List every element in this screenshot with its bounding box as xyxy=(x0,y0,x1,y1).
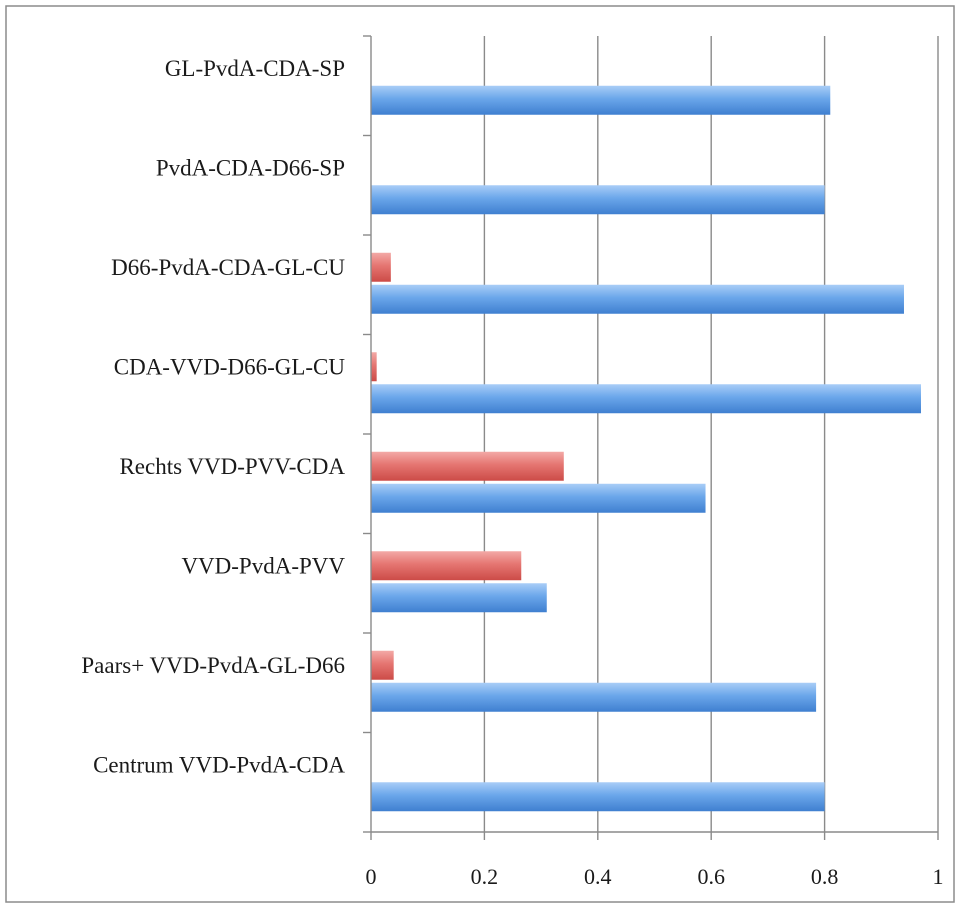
bar-series-1 xyxy=(371,583,547,613)
bars xyxy=(371,85,921,812)
labels: 0 0.2 0.4 0.6 0.8 1 Centrum VVD-PvdA-CDA Paars+… xyxy=(81,56,943,889)
bar-series-1 xyxy=(371,782,825,812)
bar-series-2 xyxy=(371,352,377,382)
bar-series-2 xyxy=(371,551,522,581)
x-tick-label: 0.4 xyxy=(584,864,612,889)
bar-series-1 xyxy=(371,185,825,215)
bar-series-2 xyxy=(371,252,391,282)
y-category-label: Rechts VVD-PVV-CDA xyxy=(119,454,345,479)
x-tick-label: 0.8 xyxy=(811,864,839,889)
bar-series-1 xyxy=(371,682,817,712)
x-tick-label: 0 xyxy=(366,864,377,889)
y-category-label: D66-PvdA-CDA-GL-CU xyxy=(111,255,345,280)
bar-series-1 xyxy=(371,85,831,115)
y-category-label: GL-PvdA-CDA-SP xyxy=(165,56,345,81)
y-category-label: CDA-VVD-D66-GL-CU xyxy=(114,354,346,379)
x-tick-label: 0.6 xyxy=(697,864,725,889)
y-category-label: PvdA-CDA-D66-SP xyxy=(156,155,345,180)
axes xyxy=(363,35,939,840)
y-category-label: VVD-PvdA-PVV xyxy=(181,553,345,578)
y-category-label: Centrum VVD-PvdA-CDA xyxy=(93,752,345,777)
y-category-label: Paars+ VVD-PvdA-GL-D66 xyxy=(81,653,345,678)
bar-series-1 xyxy=(371,384,921,414)
x-tick-label: 0.2 xyxy=(471,864,499,889)
bar-series-2 xyxy=(371,451,564,481)
bar-series-2 xyxy=(371,650,394,680)
bar-series-1 xyxy=(371,284,904,314)
bar-series-1 xyxy=(371,483,706,513)
x-tick-label: 1 xyxy=(933,864,944,889)
